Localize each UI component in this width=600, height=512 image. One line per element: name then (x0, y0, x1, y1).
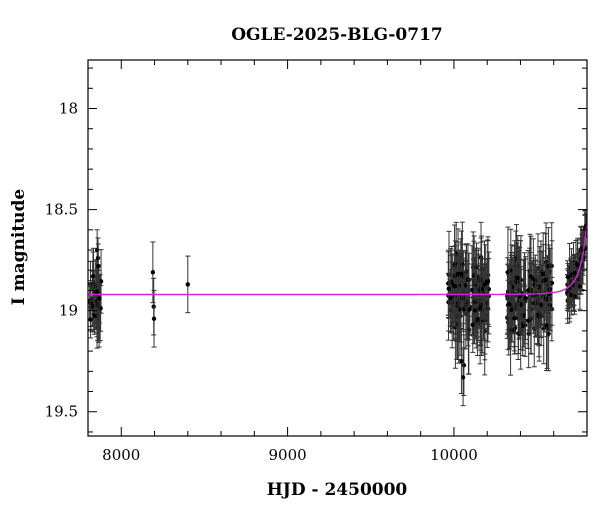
data-point (90, 251, 96, 302)
data-point (574, 239, 580, 291)
data-point (88, 300, 94, 339)
data-point (446, 261, 452, 316)
data-point (526, 299, 532, 369)
x-tick-label: 8000 (102, 446, 140, 464)
y-axis-label: I magnitude (9, 189, 29, 306)
data-point (458, 328, 464, 395)
x-axis-label: HJD - 2450000 (267, 480, 408, 500)
x-tick-label: 10000 (430, 446, 478, 464)
data-point (470, 296, 476, 353)
data-point (474, 282, 480, 356)
data-point (460, 348, 466, 407)
y-tick-label: 19 (59, 302, 78, 320)
data-point (525, 292, 531, 349)
data-point (515, 255, 521, 301)
data-point (91, 296, 97, 335)
data-point (452, 245, 458, 328)
data-point (96, 273, 102, 324)
data-point (528, 235, 534, 318)
data-point (95, 243, 101, 289)
data-point (94, 274, 100, 309)
x-tick-label: 9000 (269, 446, 307, 464)
data-point (523, 256, 529, 340)
plot-area (88, 208, 587, 407)
plot-frame (87, 59, 588, 437)
data-point (565, 263, 571, 291)
data-point (150, 241, 156, 304)
chart-title: OGLE-2025-BLG-0717 (231, 25, 443, 45)
y-tick-label: 19.5 (45, 403, 78, 421)
data-point (466, 279, 472, 340)
data-point (481, 240, 487, 329)
data-point (508, 272, 514, 348)
data-point (516, 258, 522, 334)
data-point (151, 289, 157, 348)
y-tick-label: 18 (59, 100, 78, 118)
data-point (546, 270, 552, 318)
data-point (472, 289, 478, 331)
axes: 8000 9000 10000 18 18.5 19 19.5 (45, 59, 588, 464)
data-point (477, 269, 483, 347)
model-curve (88, 222, 587, 296)
data-point (538, 283, 544, 326)
data-point (506, 259, 512, 350)
data-point (572, 254, 578, 292)
data-point (185, 255, 191, 314)
y-tick-label: 18.5 (45, 201, 78, 219)
data-point (542, 257, 548, 303)
data-point (458, 230, 464, 317)
data-point (455, 228, 461, 320)
